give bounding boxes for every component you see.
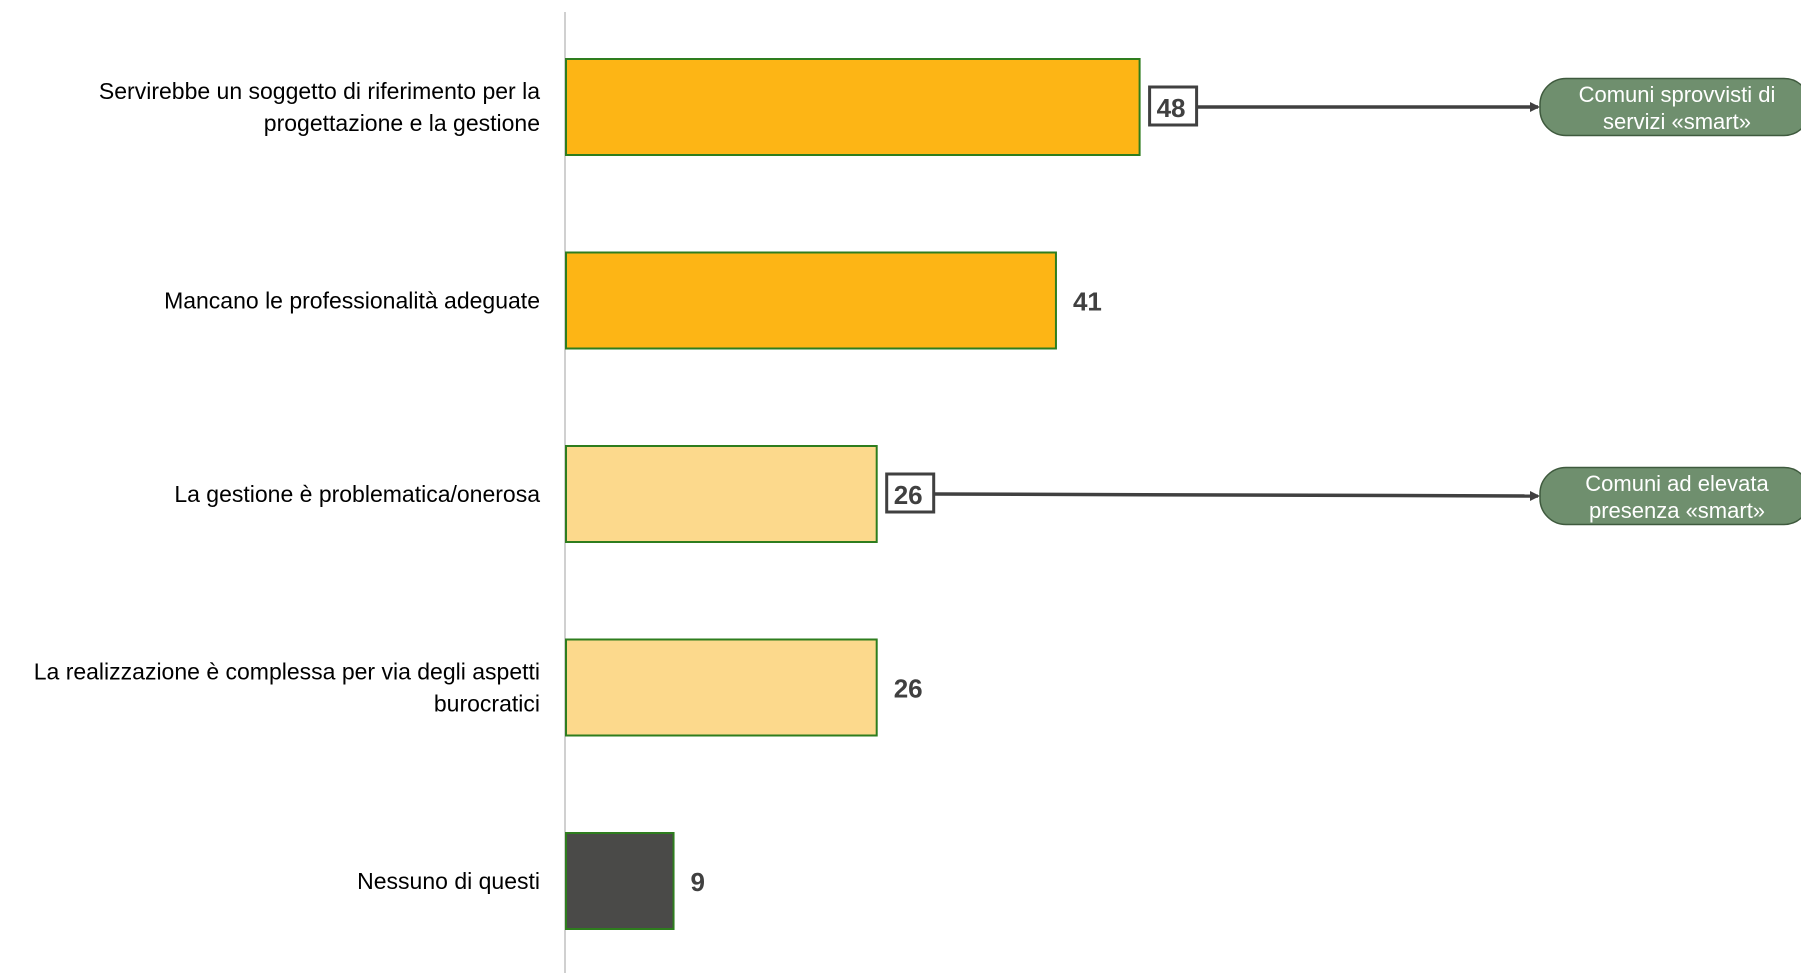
category-label-line: Servirebbe un soggetto di riferimento pe… [99,78,540,104]
bars-layer [565,58,1141,930]
callout-text-line: servizi «smart» [1603,109,1751,134]
callout-text: Comuni ad elevata presenza «smart» [1585,471,1769,523]
category-label-line: Mancano le professionalità adeguate [164,288,540,314]
callout-arrow [933,490,1540,501]
callout-text-line: presenza «smart» [1589,498,1765,523]
category-label: La gestione è problematica/onerosa [174,481,540,507]
value-label-box [885,472,936,514]
category-label-line: La realizzazione è complessa per via deg… [34,659,540,685]
bar [565,58,1141,156]
value-label: 26 [894,674,923,704]
bar [565,832,675,930]
value-label: 48 [1157,93,1186,123]
category-label: Nessuno di questi [357,868,540,894]
category-label: Servirebbe un soggetto di riferimento pe… [99,78,540,136]
value-label: 26 [894,480,923,510]
category-label-line: Nessuno di questi [357,868,540,894]
callout-badge [1539,466,1801,526]
category-label-line: burocratici [434,691,540,717]
bar [565,251,1057,350]
category-label-line: progettazione e la gestione [264,110,540,136]
labels-layer: Servirebbe un soggetto di riferimento pe… [34,78,1199,897]
callout-badge [1539,77,1801,137]
bar [565,638,878,737]
value-label-box [1148,85,1199,127]
callout-text-line: Comuni ad elevata [1585,471,1769,496]
value-label: 9 [691,867,705,897]
callouts-layer: Comuni sprovvisti di servizi «smart»Comun… [933,77,1801,526]
callout-text: Comuni sprovvisti di servizi «smart» [1579,82,1776,134]
bar [565,445,878,543]
value-label: 41 [1073,287,1102,317]
category-label-line: La gestione è problematica/onerosa [174,481,540,507]
category-label: La realizzazione è complessa per via deg… [34,659,540,717]
callout-text-line: Comuni sprovvisti di [1579,82,1776,107]
category-label: Mancano le professionalità adeguate [164,288,540,314]
